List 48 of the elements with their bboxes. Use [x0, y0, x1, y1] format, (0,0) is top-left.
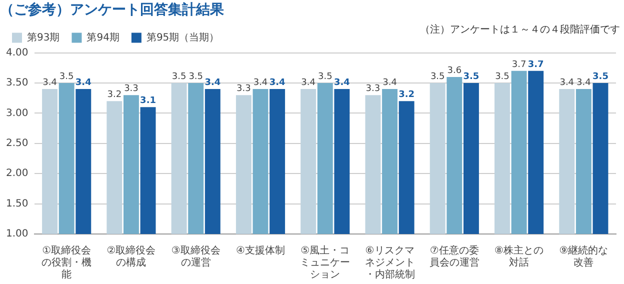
data-label: 3.4 [576, 78, 592, 88]
data-label: 3.4 [269, 78, 286, 88]
legend-label: 第93期 [27, 31, 60, 44]
data-label: 3.5 [172, 72, 186, 82]
x-tick-label: ⑧株主との対話 [494, 244, 544, 269]
legend-label: 第95期（当期） [146, 31, 220, 44]
data-label: 3.2 [398, 90, 415, 100]
data-label: 3.5 [188, 72, 204, 82]
x-tick-label: ②取締役会の構成 [106, 244, 156, 269]
x-tick-label: ⑨継続的な改善 [559, 244, 608, 269]
y-tick-label: 1.00 [6, 228, 28, 240]
y-tick-label: 2.50 [6, 138, 28, 149]
chart-title: （ご参考）アンケート回答集計結果 [0, 1, 225, 18]
text: （注）アンケートは１～４の４段階評価です [420, 24, 620, 36]
y-tick-label: 2.00 [6, 168, 28, 180]
x-tick-label: ⑦任意の委員会の運営 [429, 244, 480, 269]
data-label: 3.2 [107, 90, 122, 100]
data-label: 3.3 [366, 84, 380, 94]
data-label: 3.5 [430, 72, 445, 82]
data-label: 3.5 [592, 72, 608, 82]
data-label: 3.4 [253, 78, 268, 88]
x-tick-label: ①取締役会の役割・機能 [42, 244, 92, 281]
y-tick-label: 1.50 [6, 198, 28, 210]
y-tick-label: 4.00 [6, 47, 28, 58]
data-label: 3.4 [560, 78, 574, 88]
data-label: 3.4 [75, 78, 92, 88]
data-label: 3.3 [236, 84, 251, 94]
x-tick-label: ③取締役会の運営 [171, 244, 220, 269]
x-tick-label: ⑤風土・コミュニケーション [300, 244, 350, 281]
data-label: 3.5 [318, 72, 332, 82]
data-label: 3.5 [495, 72, 510, 82]
data-label: 3.1 [140, 96, 156, 106]
data-label: 3.3 [124, 84, 138, 94]
data-label: 3.4 [382, 78, 398, 88]
data-label: 3.6 [447, 66, 462, 76]
data-label: 3.4 [301, 78, 316, 88]
y-tick-label: 3.50 [6, 78, 28, 89]
data-label: 3.5 [59, 72, 74, 82]
data-label: 3.7 [512, 60, 526, 70]
data-label: 3.4 [42, 78, 58, 88]
data-label: 3.7 [528, 60, 544, 70]
data-label: 3.4 [334, 78, 350, 88]
legend-label: 第94期 [86, 31, 120, 44]
y-tick-label: 3.00 [6, 108, 28, 119]
x-tick-label: ⑥リスクマネジメント・内部統制 [364, 246, 415, 281]
data-label: 3.5 [463, 72, 480, 82]
data-label: 3.4 [204, 78, 221, 88]
x-tick-label: ④支援体制 [236, 244, 285, 257]
